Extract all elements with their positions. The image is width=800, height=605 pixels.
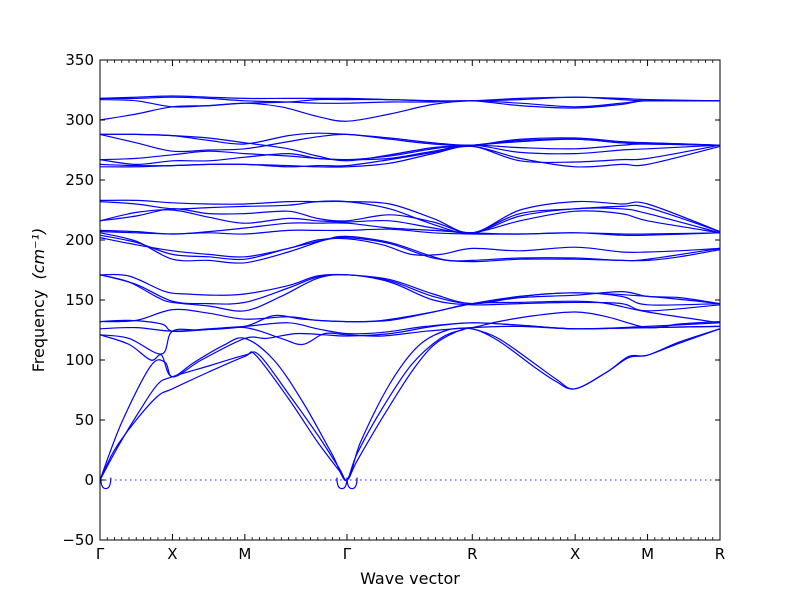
phonon-band-27	[99, 133, 721, 162]
y-tick-label: 200	[65, 231, 94, 249]
phonon-band-19	[99, 200, 721, 234]
y-tick-label: −50	[62, 531, 94, 549]
x-tick-label-5: R	[467, 545, 477, 563]
x-tick-label-4: Γ	[343, 545, 352, 563]
y-tick-label: 300	[65, 111, 94, 129]
phonon-band-16	[99, 222, 721, 235]
phonon-band-1	[99, 327, 721, 481]
y-axis-label-unit: (cm⁻¹)	[29, 228, 48, 280]
y-axis-label: Frequency (cm⁻¹)	[29, 228, 48, 372]
plot-frame	[99, 59, 721, 541]
x-tick-label-8: R	[715, 545, 725, 563]
y-tick-label: 0	[84, 471, 94, 489]
y-tick-label: 150	[65, 291, 94, 309]
gamma-dip-2-2	[346, 477, 358, 490]
y-axis-ticks: −50 0 50 100 150 200 250 300 350	[62, 51, 720, 549]
y-tick-label: 50	[75, 411, 94, 429]
phonon-band-11	[99, 273, 721, 305]
phonon-band-18	[99, 207, 721, 234]
phonon-band-31	[99, 96, 721, 109]
gamma-dip-1-1	[100, 477, 112, 490]
y-axis-label-text: Frequency	[29, 290, 48, 373]
phonon-band-17	[99, 209, 721, 234]
phonon-band-10	[99, 274, 721, 305]
phonon-band-9	[99, 274, 721, 312]
phonon-band-14	[99, 232, 721, 264]
phonon-band-28	[99, 100, 721, 122]
x-axis-label: Wave vector	[360, 569, 460, 588]
phonon-band-23	[99, 144, 721, 166]
x-tick-label-6: X	[570, 545, 580, 563]
phonon-band-3	[99, 311, 721, 481]
phonon-band-8	[99, 292, 721, 323]
phonon-band-22	[99, 144, 721, 168]
x-tick-label-1: Γ	[96, 545, 105, 563]
gamma-dip-2-1	[336, 477, 348, 490]
y-tick-label: 100	[65, 351, 94, 369]
band-lines	[99, 95, 721, 490]
phonon-band-30	[99, 95, 721, 102]
x-tick-label-7: M	[641, 545, 654, 563]
phonon-band-20	[99, 199, 721, 234]
phonon-band-12	[99, 237, 721, 258]
phonon-band-2	[99, 327, 721, 482]
y-tick-label: 250	[65, 171, 94, 189]
y-tick-label: 350	[65, 51, 94, 69]
x-tick-label-2: X	[167, 545, 177, 563]
x-tick-label-3: M	[238, 545, 251, 563]
